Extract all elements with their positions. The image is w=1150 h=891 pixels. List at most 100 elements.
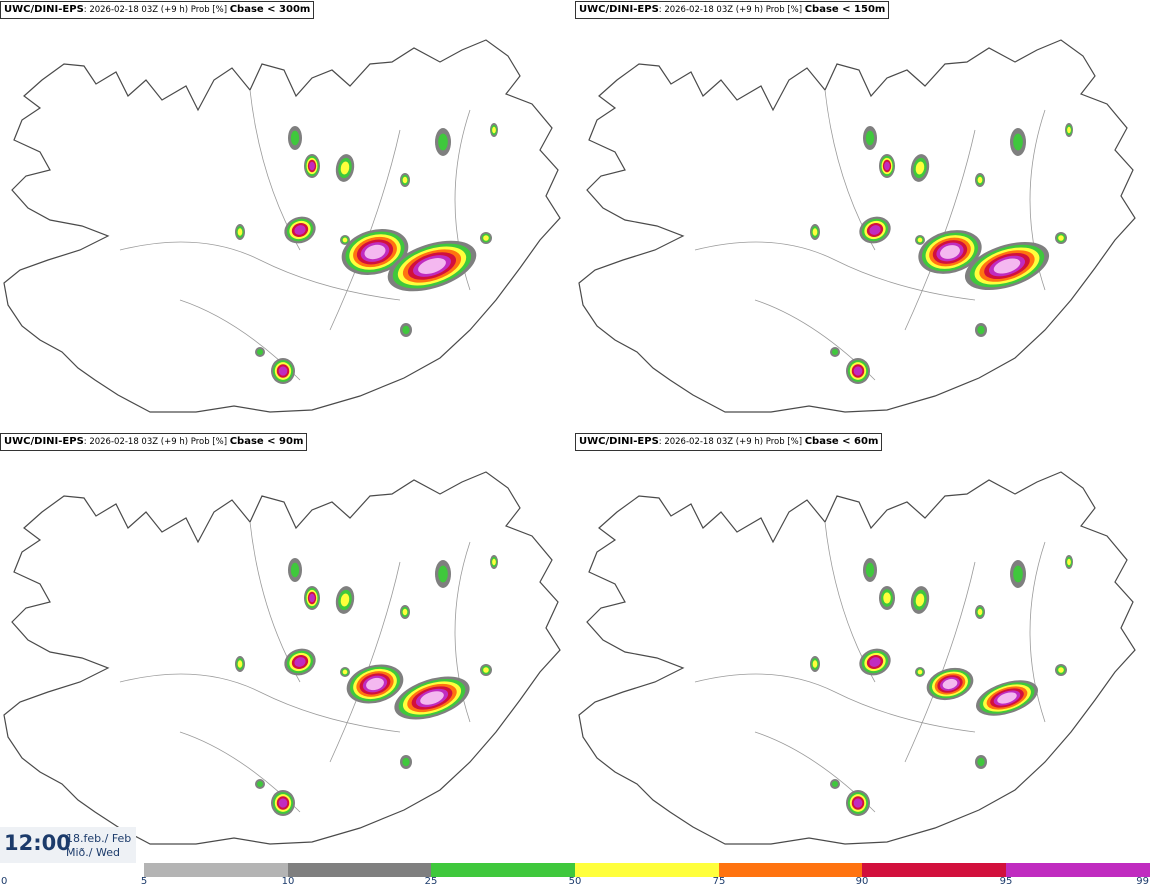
probability-area (1058, 667, 1064, 673)
probability-area (977, 325, 985, 335)
colorbar-segment (144, 863, 288, 877)
probability-area (917, 237, 923, 243)
panel-title: UWC/DINI-EPS: 2026-02-18 03Z (+9 h) Prob… (575, 433, 883, 451)
probability-area (915, 161, 925, 175)
panel-title: UWC/DINI-EPS: 2026-02-18 03Z (+9 h) Prob… (575, 1, 890, 19)
probability-area (915, 593, 925, 607)
probability-area (869, 225, 881, 235)
probability-area (237, 228, 243, 236)
iceland-map (3, 471, 561, 845)
probability-area (997, 692, 1017, 704)
probability-area (438, 565, 448, 583)
region-boundaries (694, 521, 1046, 813)
probability-area (832, 349, 838, 355)
probability-area (309, 161, 315, 171)
probability-area (342, 669, 348, 675)
probability-area (1013, 133, 1023, 151)
coastline (3, 471, 561, 845)
region-boundaries (119, 521, 471, 813)
colorbar-tick: 50 (568, 876, 582, 887)
probability-area (402, 176, 408, 184)
probability-area (883, 592, 891, 604)
probability-area (832, 781, 838, 787)
colorbar-segment (862, 863, 1006, 877)
colorbar-tick: 75 (712, 876, 726, 887)
variable-label: Cbase < 90m (229, 436, 304, 447)
variable-label: Cbase < 300m (229, 4, 311, 15)
probability-area (812, 660, 818, 668)
probability-area (869, 657, 881, 667)
colorbar-tick: 0 (1, 876, 8, 887)
colorbar-tick: 90 (855, 876, 869, 887)
iceland-map (578, 39, 1136, 413)
probability-area (483, 235, 489, 241)
probability-area (483, 667, 489, 673)
run-info: : 2026-02-18 03Z (+9 h) Prob [%] (658, 437, 805, 447)
probability-area (812, 228, 818, 236)
probability-area (237, 660, 243, 668)
probability-area (420, 691, 444, 705)
probability-area (294, 225, 306, 235)
run-info: : 2026-02-18 03Z (+9 h) Prob [%] (83, 437, 230, 447)
probability-area (290, 562, 300, 578)
model-name: UWC/DINI-EPS (4, 436, 84, 447)
probability-area (492, 126, 496, 134)
probability-area (342, 237, 348, 243)
probability-area (340, 161, 350, 175)
probability-area (278, 366, 288, 376)
colorbar-segment (288, 863, 431, 877)
map-panel-cbase-300 (0, 0, 575, 432)
probability-area (942, 678, 958, 690)
probability-area (993, 258, 1021, 274)
probability-area (853, 366, 863, 376)
map-panel-cbase-150 (575, 0, 1150, 432)
probability-area (492, 558, 496, 566)
probability-area (402, 757, 410, 767)
probability-area (977, 176, 983, 184)
colorbar-tick: 99 (1136, 876, 1149, 887)
probability-area (402, 325, 410, 335)
iceland-map (3, 39, 561, 413)
probability-area (257, 781, 263, 787)
probability-area (402, 608, 408, 616)
probability-area (1067, 558, 1071, 566)
panel-title: UWC/DINI-EPS: 2026-02-18 03Z (+9 h) Prob… (0, 433, 308, 451)
model-name: UWC/DINI-EPS (579, 436, 659, 447)
iceland-map (578, 471, 1136, 845)
probability-area (977, 757, 985, 767)
probability-area (940, 245, 960, 259)
model-name: UWC/DINI-EPS (579, 4, 659, 15)
colorbar-tick: 25 (424, 876, 438, 887)
colorbar-tick: 5 (140, 876, 148, 887)
variable-label: Cbase < 150m (804, 4, 886, 15)
probability-area (917, 669, 923, 675)
map-panel-cbase-60 (575, 432, 1150, 864)
probability-area (1013, 565, 1023, 583)
panel-title: UWC/DINI-EPS: 2026-02-18 03Z (+9 h) Prob… (0, 1, 315, 19)
coastline (578, 39, 1136, 413)
colorbar-segment (431, 863, 575, 877)
probability-area (364, 244, 386, 260)
region-boundaries (694, 89, 1046, 381)
model-name: UWC/DINI-EPS (4, 4, 84, 15)
probability-area (418, 258, 446, 274)
colorbar-segment (575, 863, 719, 877)
variable-label: Cbase < 60m (804, 436, 879, 447)
probability-area (366, 677, 384, 691)
probability-area (865, 562, 875, 578)
probability-area (278, 798, 288, 808)
colorbar-segment (1006, 863, 1150, 877)
run-info: : 2026-02-18 03Z (+9 h) Prob [%] (658, 5, 805, 15)
probability-area (1058, 235, 1064, 241)
valid-weekday: Mið./ Wed (66, 846, 120, 859)
probability-area (884, 161, 890, 171)
probability-area (290, 130, 300, 146)
probability-area (977, 608, 983, 616)
probability-area (1067, 126, 1071, 134)
valid-time: 12:00 (4, 831, 71, 855)
colorbar-tick: 10 (281, 876, 295, 887)
probability-area (865, 130, 875, 146)
colorbar-segment (719, 863, 862, 877)
probability-area (309, 593, 315, 603)
probability-area (438, 133, 448, 151)
